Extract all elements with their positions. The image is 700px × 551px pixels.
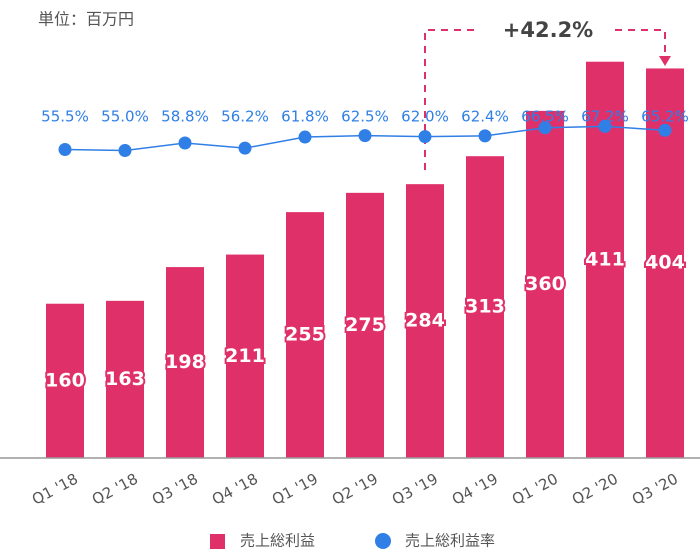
line-point (658, 123, 672, 137)
bar (466, 156, 504, 459)
legend-marker (375, 533, 391, 549)
line-label: 66.5% (521, 108, 569, 126)
x-tick-label: Q1 '18 (29, 470, 81, 509)
line-point (298, 130, 312, 144)
line-label: 58.8% (161, 108, 209, 126)
line-label: 55.0% (101, 108, 149, 126)
bar (526, 110, 564, 458)
bar-label: 198 (165, 351, 205, 373)
bar-label: 284 (405, 310, 445, 332)
bar-label: 404 (645, 252, 685, 274)
bar (166, 267, 204, 458)
bar (346, 192, 384, 458)
bar-label: 211 (225, 345, 265, 367)
annotation-arrow (659, 56, 671, 66)
x-tick-label: Q3 '20 (629, 470, 681, 509)
bar (286, 212, 324, 458)
line-point (418, 130, 432, 144)
x-tick-label: Q1 '19 (269, 470, 321, 509)
bar-label: 163 (105, 368, 145, 390)
x-tick-label: Q3 '18 (149, 470, 201, 509)
line-label: 62.5% (341, 108, 389, 126)
bar (106, 300, 144, 458)
bar (406, 184, 444, 458)
bar-label: 275 (345, 314, 385, 336)
line-label: 67.2% (581, 108, 629, 126)
bar-label: 411 (585, 248, 625, 270)
x-tick-label: Q1 '20 (509, 470, 561, 509)
legend-label: 売上総利益率 (405, 532, 495, 550)
line-label: 56.2% (221, 108, 269, 126)
bar-label: 313 (465, 296, 505, 318)
line-label: 65.2% (641, 108, 689, 126)
bar (226, 254, 264, 458)
line-point (58, 143, 72, 157)
bar (46, 303, 84, 458)
line-label: 55.5% (41, 108, 89, 126)
legend-marker (210, 534, 225, 549)
line-label: 62.0% (401, 108, 449, 126)
line-point (118, 144, 132, 157)
growth-annotation (424, 29, 666, 170)
x-tick-label: Q4 '18 (209, 470, 261, 509)
bar-label: 160 (45, 369, 85, 391)
line-point (598, 119, 612, 133)
line-label: 61.8% (281, 108, 329, 126)
unit-label: 単位：百万円 (38, 10, 134, 29)
line-point (538, 121, 552, 135)
line-point (358, 129, 372, 143)
x-tick-label: Q2 '19 (329, 470, 381, 509)
x-tick-label: Q2 '20 (569, 470, 621, 509)
line-point (478, 129, 492, 143)
x-tick-label: Q3 '19 (389, 470, 441, 509)
bar-label: 255 (285, 324, 325, 346)
annotation-text: +42.2% (503, 18, 593, 42)
line-point (238, 141, 252, 155)
line-label: 62.4% (461, 108, 509, 126)
x-tick-label: Q4 '19 (449, 470, 501, 509)
annotation-line (424, 29, 666, 170)
line-point (178, 136, 192, 150)
x-tick-label: Q2 '18 (89, 470, 141, 509)
bar-label: 360 (525, 273, 565, 295)
legend-label: 売上総利益 (240, 532, 315, 550)
